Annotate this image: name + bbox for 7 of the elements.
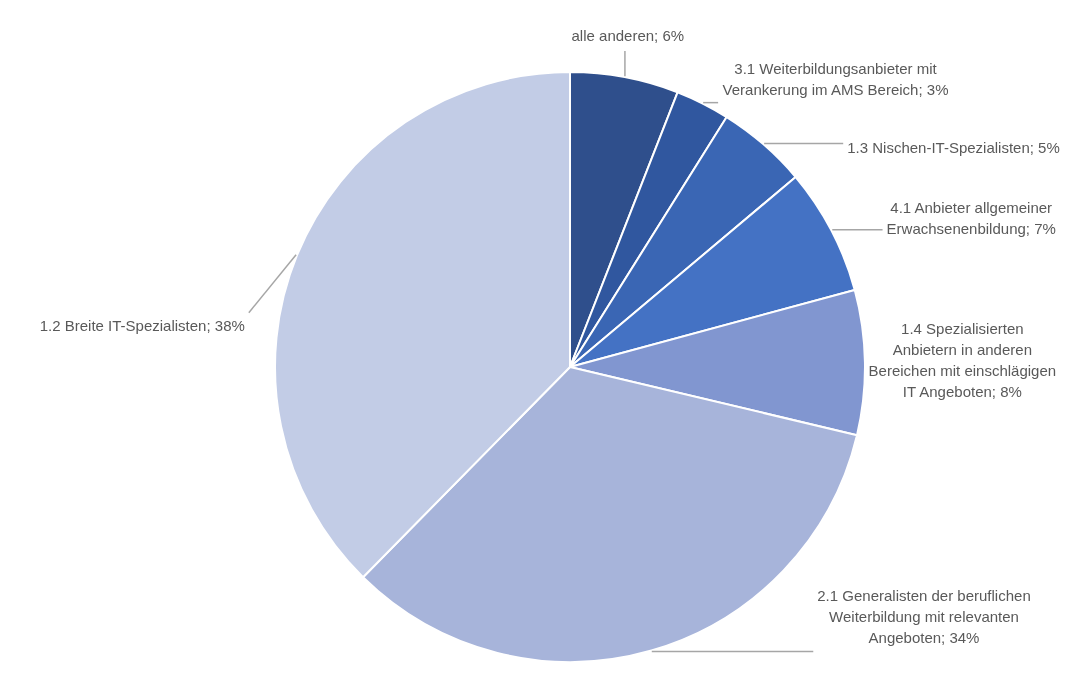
slice-label: 3.1 Weiterbildungsanbieter mit Verankerung im AMS Bereich; 3% [722,60,949,99]
slice-label: 4.1 Anbieter allgemeiner Erwachsenenbildung; 7% [886,199,1056,238]
slice-label: 1.4 Spezialisierten Anbietern in anderen Bereichen mit einschlägigen IT Angeboten; 8% [868,319,1057,400]
slice-label: 1.2 Breite IT-Spezialisten; 38% [39,317,245,335]
slice-label: 2.1 Generalisten der beruflichen Weiterbildung mit relevanten Angeboten; 34% [817,586,1031,646]
slice-label: alle anderen; 6% [571,26,685,44]
slice-label: 1.3 Nischen-IT-Spezialisten; 5% [847,138,1060,156]
